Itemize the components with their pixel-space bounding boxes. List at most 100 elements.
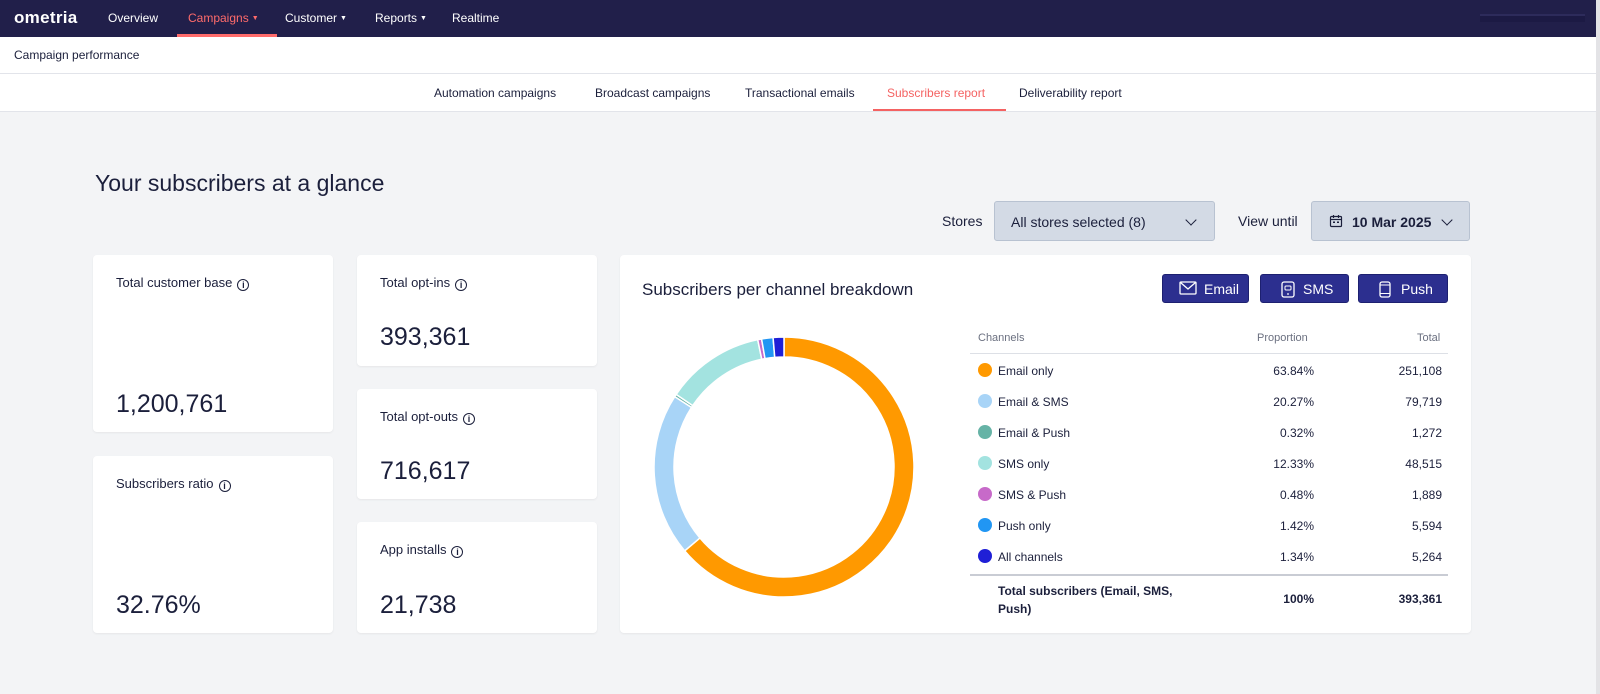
total-row-proportion: 100% bbox=[1283, 592, 1314, 606]
card-value: 716,617 bbox=[380, 457, 471, 485]
scrollbar[interactable] bbox=[1596, 0, 1600, 694]
card-label-text: Total opt-outs bbox=[380, 409, 459, 424]
sms-button-label: SMS bbox=[1303, 281, 1334, 297]
email-button-label: Email bbox=[1204, 281, 1240, 297]
card-label-text: Total opt-ins bbox=[380, 275, 451, 290]
stores-label: Stores bbox=[942, 213, 983, 229]
caret-down-icon: ▼ bbox=[251, 15, 259, 22]
card-total-customer-base: Total customer base i 1,200,761 bbox=[93, 255, 333, 432]
table-row: Email & SMS 20.27% 79,719 bbox=[970, 386, 1448, 417]
legend-dot bbox=[978, 549, 992, 563]
table-divider bbox=[970, 353, 1448, 354]
row-channel: Push only bbox=[998, 519, 1051, 533]
legend-dot bbox=[978, 487, 992, 501]
column-header-proportion: Proportion bbox=[1257, 332, 1308, 344]
donut-slice-email-sms[interactable] bbox=[653, 395, 702, 552]
card-label: Subscribers ratio i bbox=[116, 476, 231, 492]
sub-header: Campaign performance bbox=[0, 37, 1596, 74]
card-app-installs: App installs i 21,738 bbox=[357, 522, 597, 633]
row-channel: Email & SMS bbox=[998, 395, 1069, 409]
row-proportion: 1.42% bbox=[1279, 519, 1314, 533]
stores-select-value: All stores selected (8) bbox=[1011, 214, 1146, 230]
nav-realtime-label: Realtime bbox=[452, 11, 500, 25]
row-total: 1,889 bbox=[1411, 488, 1442, 502]
row-total: 79,719 bbox=[1405, 395, 1442, 409]
table-row: SMS only 12.33% 48,515 bbox=[970, 448, 1448, 479]
nav-active-indicator bbox=[177, 34, 277, 37]
card-label-text: Total customer base bbox=[116, 275, 233, 290]
tab-automation-campaigns[interactable]: Automation campaigns bbox=[434, 86, 557, 100]
row-channel: Email & Push bbox=[998, 426, 1071, 440]
card-label-text: Subscribers ratio bbox=[116, 476, 214, 491]
donut-slice-sms-only[interactable] bbox=[675, 338, 763, 407]
info-icon[interactable]: i bbox=[463, 413, 476, 425]
row-channel: Email only bbox=[998, 364, 1054, 378]
chevron-down-icon bbox=[1185, 214, 1197, 226]
card-channel-breakdown: Subscribers per channel breakdown Email … bbox=[620, 255, 1471, 633]
table-row: Email only 63.84% 251,108 bbox=[970, 355, 1448, 386]
card-subscribers-ratio: Subscribers ratio i 32.76% bbox=[93, 456, 333, 633]
nav-campaigns[interactable]: Campaigns ▼ bbox=[188, 11, 259, 25]
tab-deliverability-report[interactable]: Deliverability report bbox=[1019, 86, 1122, 100]
nav-overview[interactable]: Overview bbox=[108, 11, 158, 25]
chevron-down-icon bbox=[1441, 214, 1453, 226]
nav-customer[interactable]: Customer ▼ bbox=[285, 11, 347, 25]
row-proportion: 0.48% bbox=[1279, 488, 1314, 502]
tab-broadcast-campaigns[interactable]: Broadcast campaigns bbox=[595, 86, 711, 100]
table-row: Email & Push 0.32% 1,272 bbox=[970, 417, 1448, 448]
caret-down-icon: ▼ bbox=[340, 15, 347, 22]
tab-transactional-emails[interactable]: Transactional emails bbox=[745, 86, 855, 100]
row-total: 1,272 bbox=[1411, 426, 1442, 440]
card-total-opt-ins: Total opt-ins i 393,361 bbox=[357, 255, 597, 366]
email-channel-button[interactable]: Email bbox=[1162, 274, 1249, 303]
breadcrumb: Campaign performance bbox=[14, 48, 140, 62]
total-divider bbox=[970, 574, 1448, 576]
sms-channel-button[interactable]: SMS bbox=[1260, 274, 1349, 303]
legend-dot bbox=[978, 425, 992, 439]
push-button-label: Push bbox=[1401, 281, 1433, 297]
card-value: 21,738 bbox=[380, 591, 457, 619]
legend-dot bbox=[978, 456, 992, 470]
top-nav-bar: ometria Overview Campaigns ▼ Customer ▼ Re… bbox=[0, 0, 1600, 37]
row-total: 48,515 bbox=[1405, 457, 1442, 471]
breakdown-title: Subscribers per channel breakdown bbox=[642, 280, 914, 299]
view-until-date-picker[interactable]: 10 Mar 2025 bbox=[1311, 201, 1470, 241]
row-total: 5,594 bbox=[1411, 519, 1442, 533]
card-value: 1,200,761 bbox=[116, 390, 228, 418]
row-channel: SMS & Push bbox=[998, 488, 1067, 502]
row-channel: All channels bbox=[998, 550, 1063, 564]
row-proportion: 20.27% bbox=[1273, 395, 1314, 409]
push-channel-button[interactable]: Push bbox=[1358, 274, 1448, 303]
tab-subscribers-report[interactable]: Subscribers report bbox=[887, 86, 986, 100]
caret-down-icon: ▼ bbox=[420, 15, 427, 22]
info-icon[interactable]: i bbox=[451, 546, 464, 558]
table-row: Push only 1.42% 5,594 bbox=[970, 510, 1448, 541]
user-menu[interactable] bbox=[1480, 14, 1585, 22]
nav-customer-label: Customer bbox=[285, 11, 338, 25]
card-label: App installs i bbox=[380, 542, 464, 558]
envelope-icon bbox=[1179, 281, 1197, 295]
nav-campaigns-label: Campaigns bbox=[188, 11, 249, 25]
nav-realtime[interactable]: Realtime bbox=[452, 11, 499, 25]
mobile-icon bbox=[1379, 281, 1391, 298]
stores-select[interactable]: All stores selected (8) bbox=[994, 201, 1215, 241]
nav-reports[interactable]: Reports ▼ bbox=[375, 11, 427, 25]
ometria-logo[interactable]: ometria bbox=[14, 8, 78, 27]
total-row-total: 393,361 bbox=[1398, 592, 1442, 606]
row-proportion: 12.33% bbox=[1273, 457, 1314, 471]
page-title: Your subscribers at a glance bbox=[95, 170, 385, 196]
row-channel: SMS only bbox=[998, 457, 1050, 471]
donut-slice-all-channels[interactable] bbox=[772, 336, 785, 359]
card-value: 32.76% bbox=[116, 591, 201, 619]
row-proportion: 0.32% bbox=[1279, 426, 1314, 440]
row-proportion: 1.34% bbox=[1279, 550, 1314, 564]
table-row: All channels 1.34% 5,264 bbox=[970, 541, 1448, 572]
info-icon[interactable]: i bbox=[455, 279, 468, 291]
row-proportion: 63.84% bbox=[1273, 364, 1314, 378]
info-icon[interactable]: i bbox=[218, 480, 231, 492]
channel-donut-chart bbox=[653, 336, 915, 598]
column-header-channels: Channels bbox=[978, 332, 1025, 344]
legend-dot bbox=[978, 363, 992, 377]
info-icon[interactable]: i bbox=[237, 279, 250, 291]
row-total: 251,108 bbox=[1398, 364, 1442, 378]
